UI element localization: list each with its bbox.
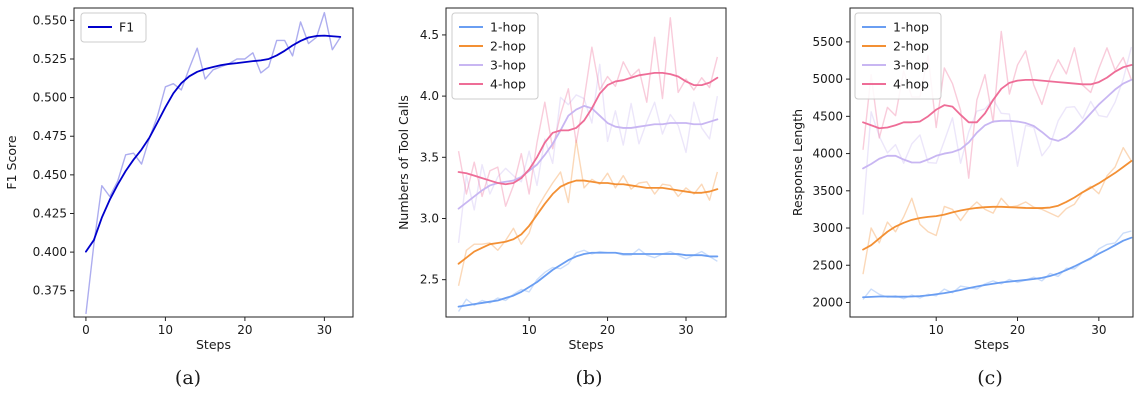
- legend: F1: [80, 12, 147, 43]
- legend-label-2: 2-hop: [490, 39, 526, 54]
- series-raw-line-3: [862, 46, 1133, 215]
- x-tick-label: 20: [600, 323, 615, 337]
- x-axis-label: Steps: [196, 337, 231, 352]
- chart-panel-1: 0 10 20 30 0.375 0.400 0.425 0.450 0.475 0.500 0.5…: [4, 7, 354, 389]
- y-tick-label: 4.0: [420, 89, 439, 103]
- legend-box: [451, 12, 539, 100]
- y-tick-label: 2000: [812, 295, 843, 309]
- series-raw-line-2: [862, 146, 1132, 275]
- plot-area: [457, 17, 719, 312]
- y-tick-label: 4500: [812, 109, 843, 123]
- y-tick-label: 3.0: [420, 211, 439, 225]
- y-tick-label: 5500: [812, 35, 843, 49]
- chart-panel-3: 10 20 30 2000 2500 3000 3500 4000 4500 5000 5500 St…: [790, 7, 1134, 389]
- legend: 1-hop 2-hop 3-hop 4-hop: [451, 12, 539, 100]
- series-smoothed-line-2: [457, 179, 719, 265]
- y-tick-label: 2.5: [420, 273, 439, 287]
- series-raw-line-3: [457, 63, 719, 244]
- series-smoothed-line-3: [862, 78, 1133, 170]
- x-tick-label: 0: [82, 323, 90, 337]
- plot-area: [862, 30, 1133, 300]
- series-smoothed-line-3: [457, 105, 719, 210]
- series-raw-line-1: [862, 230, 1132, 300]
- y-tick-label: 0.375: [33, 284, 67, 298]
- x-axis-label: Steps: [974, 337, 1009, 352]
- legend-label-1: 1-hop: [893, 20, 929, 35]
- series-raw-line-2: [457, 139, 719, 286]
- legend: 1-hop 2-hop 3-hop 4-hop: [854, 12, 942, 100]
- plot-frame: [73, 7, 354, 318]
- series-smoothed-line-1: [85, 34, 342, 253]
- x-tick-label: 20: [237, 323, 252, 337]
- series-raw-line-1: [457, 248, 718, 312]
- x-tick-label: 30: [678, 323, 693, 337]
- y-tick-label: 3.5: [420, 150, 439, 164]
- series-smoothed-line-4: [862, 64, 1133, 130]
- panel-caption: (c): [977, 367, 1002, 389]
- y-tick-label: 3500: [812, 184, 843, 198]
- legend-label-4: 4-hop: [893, 77, 929, 92]
- panel-caption: (a): [175, 367, 201, 389]
- x-tick-label: 20: [1010, 323, 1025, 337]
- series-raw-line-1: [85, 11, 341, 314]
- series-smoothed-line-1: [457, 251, 719, 308]
- y-tick-label: 5000: [812, 72, 843, 86]
- plot-frame: [849, 7, 1134, 318]
- y-tick-label: 0.425: [33, 206, 67, 220]
- plot-frame: [445, 7, 727, 318]
- y-axis-label: Numbers of Tool Calls: [396, 95, 411, 230]
- legend-label-1: F1: [119, 20, 134, 35]
- x-tick-label: 10: [929, 323, 944, 337]
- x-tick-label: 30: [1091, 323, 1106, 337]
- y-tick-label: 0.525: [33, 52, 67, 66]
- y-tick-label: 3000: [812, 221, 843, 235]
- legend-box: [854, 12, 942, 100]
- legend-label-2: 2-hop: [893, 39, 929, 54]
- legend-label-3: 3-hop: [893, 58, 929, 73]
- y-axis-label: F1 Score: [4, 135, 19, 189]
- y-axis-label: Response Length: [790, 109, 805, 216]
- series-smoothed-line-4: [457, 71, 719, 186]
- series-smoothed-line-1: [862, 236, 1133, 299]
- series-smoothed-line-2: [862, 160, 1133, 251]
- series-raw-line-4: [457, 17, 719, 207]
- y-tick-label: 4.5: [420, 28, 439, 42]
- y-tick-label: 0.450: [33, 168, 67, 182]
- x-tick-label: 30: [317, 323, 332, 337]
- y-tick-label: 0.400: [33, 245, 67, 259]
- legend-label-3: 3-hop: [490, 58, 526, 73]
- legend-label-4: 4-hop: [490, 77, 526, 92]
- y-tick-label: 0.475: [33, 129, 67, 143]
- x-tick-label: 10: [521, 323, 536, 337]
- y-tick-label: 2500: [812, 258, 843, 272]
- y-tick-label: 0.500: [33, 91, 67, 105]
- y-tick-label: 0.550: [33, 13, 67, 27]
- plot-area: [85, 11, 342, 314]
- panel-caption: (b): [576, 367, 603, 389]
- chart-panel-2: 10 20 30 2.5 3.0 3.5 4.0 4.5 Steps Numbers of Too…: [396, 7, 727, 389]
- y-tick-label: 4000: [812, 147, 843, 161]
- legend-label-1: 1-hop: [490, 20, 526, 35]
- x-axis-label: Steps: [569, 337, 604, 352]
- x-tick-label: 10: [158, 323, 173, 337]
- legend-box: [80, 12, 147, 43]
